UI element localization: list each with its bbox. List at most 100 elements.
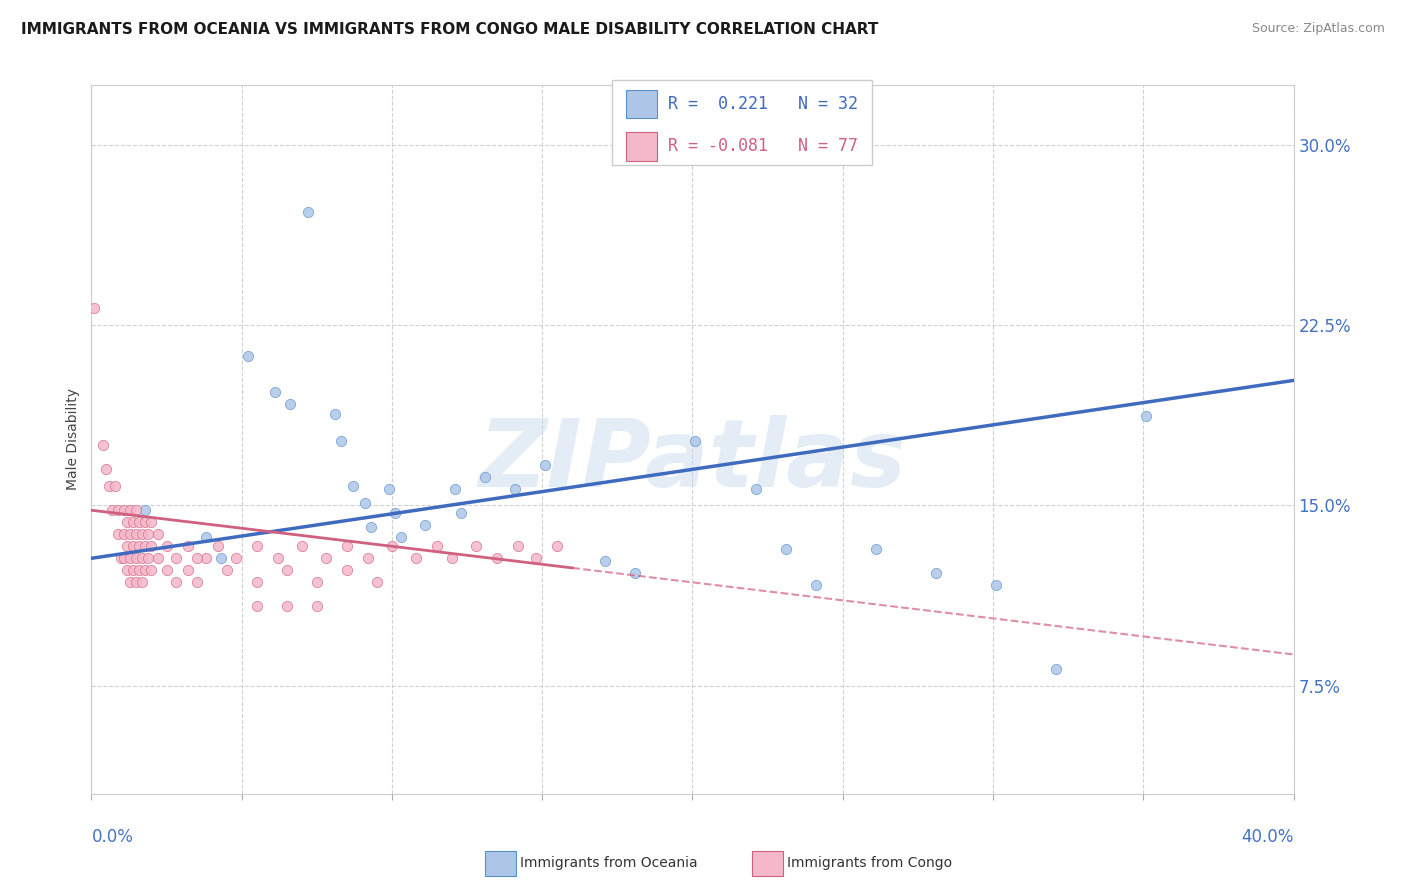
Point [125,527,148,541]
Point [534,458,557,472]
Point [120,551,142,566]
Point [120,527,142,541]
Point [323,407,346,421]
Point [107,527,129,541]
Point [465,539,488,553]
Point [131,575,153,590]
Point [315,551,337,566]
Text: ZIPatlas: ZIPatlas [478,415,907,507]
Point [246,539,269,553]
Point [125,575,148,590]
Point [141,515,163,529]
Point [146,551,169,566]
Point [141,563,163,577]
Point [107,503,129,517]
Point [336,539,359,553]
Point [146,527,169,541]
Point [246,575,269,590]
Y-axis label: Male Disability: Male Disability [66,388,80,491]
Point [134,539,156,553]
Point [685,434,707,448]
Point [336,563,359,577]
Point [165,575,187,590]
Point [176,563,198,577]
Text: R = -0.081   N = 77: R = -0.081 N = 77 [668,137,858,155]
Point [278,397,301,411]
Point [122,563,145,577]
Point [141,539,163,553]
Point [1135,409,1157,424]
Point [925,566,948,580]
Text: Immigrants from Oceania: Immigrants from Oceania [520,856,697,871]
Point [804,578,827,592]
Point [155,563,177,577]
Point [134,503,156,517]
Point [263,385,285,400]
Text: 0.0%: 0.0% [91,828,134,846]
Point [354,496,377,510]
Point [104,479,127,493]
Point [96,462,118,476]
Point [186,575,208,590]
Point [381,539,404,553]
Point [114,527,136,541]
Point [122,515,145,529]
Point [98,479,121,493]
Point [378,482,401,496]
Point [297,205,319,219]
Point [624,566,647,580]
Point [207,539,229,553]
Point [426,539,449,553]
Point [474,469,496,483]
Point [503,482,526,496]
Point [134,563,156,577]
Point [291,539,314,553]
Point [276,563,298,577]
Point [305,599,328,614]
Point [246,599,269,614]
Point [122,539,145,553]
Point [440,551,463,566]
Text: R =  0.221   N = 32: R = 0.221 N = 32 [668,95,858,113]
Point [775,541,797,556]
Point [138,551,160,566]
Point [225,551,247,566]
Point [155,539,177,553]
Point [117,515,139,529]
Point [131,527,153,541]
Point [128,515,150,529]
Point [357,551,380,566]
Point [120,575,142,590]
Point [93,438,115,452]
Point [194,530,217,544]
Point [165,551,187,566]
Point [176,539,198,553]
Point [138,527,160,541]
Point [114,551,136,566]
Point [366,575,388,590]
Text: IMMIGRANTS FROM OCEANIA VS IMMIGRANTS FROM CONGO MALE DISABILITY CORRELATION CHA: IMMIGRANTS FROM OCEANIA VS IMMIGRANTS FR… [21,22,879,37]
Point [486,551,509,566]
Point [134,515,156,529]
Point [117,539,139,553]
Point [595,554,617,568]
Point [329,434,352,448]
Point [305,575,328,590]
Point [128,563,150,577]
Point [546,539,568,553]
Point [194,551,217,566]
Point [110,551,132,566]
Point [114,503,136,517]
Text: Immigrants from Congo: Immigrants from Congo [787,856,952,871]
Point [101,503,124,517]
Point [267,551,290,566]
Point [215,563,238,577]
Point [984,578,1007,592]
Point [276,599,298,614]
Point [125,551,148,566]
Point [209,551,232,566]
Point [342,479,364,493]
Point [117,563,139,577]
Point [360,520,382,534]
Point [524,551,547,566]
